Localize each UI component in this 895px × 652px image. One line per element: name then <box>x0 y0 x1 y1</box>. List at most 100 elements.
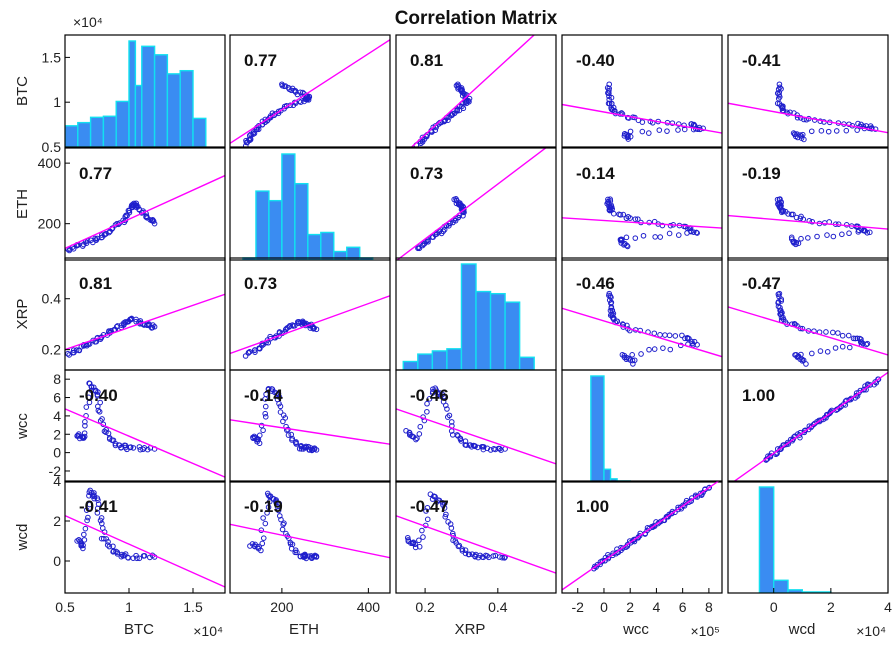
y-tick-label: 4 <box>53 408 61 424</box>
x-tick-label: 1 <box>125 599 133 615</box>
x-axis-label-xrp: XRP <box>455 621 486 638</box>
scatter-point <box>118 553 125 560</box>
cell-frame <box>727 369 889 483</box>
scatter-point <box>424 400 430 407</box>
scatter-point <box>103 429 109 436</box>
scatter-point <box>850 335 857 342</box>
x-tick-label: 200 <box>270 599 294 615</box>
scatter-point <box>830 233 837 240</box>
scatter-point <box>472 443 478 450</box>
scatter-point <box>463 442 470 448</box>
scatter-point <box>83 507 90 513</box>
correlation-label: -0.46 <box>576 274 615 293</box>
fit-line <box>396 515 556 574</box>
fit-line <box>230 523 390 559</box>
fit-line <box>562 307 722 358</box>
y-tick-label: 0.5 <box>42 139 62 155</box>
scatter-point <box>95 389 101 395</box>
x-tick-label: 4 <box>884 599 892 615</box>
fit-line <box>728 214 888 230</box>
scatter-point <box>122 442 129 449</box>
scatter-point <box>125 207 132 214</box>
scatter-point <box>151 220 158 227</box>
y-tick-label: 400 <box>38 155 62 171</box>
histogram-bar-xrp-3 <box>446 348 463 370</box>
scatter-point <box>624 114 631 121</box>
histogram-bar-xrp-5 <box>475 290 492 370</box>
cell-eth-eth <box>242 153 374 260</box>
cell-xrp-eth <box>230 295 390 359</box>
scatter-point <box>499 554 505 561</box>
scatter-point <box>413 436 419 443</box>
scatter-point <box>656 127 663 133</box>
scatter-point <box>619 545 626 552</box>
cell-frame <box>727 480 889 594</box>
scatter-point <box>791 131 798 138</box>
scatter-point <box>130 445 137 451</box>
scatter-point <box>416 543 423 550</box>
scatter-point <box>848 395 855 402</box>
scatter-point <box>444 406 450 412</box>
scatter-point <box>830 329 836 336</box>
scatter-point <box>97 517 104 524</box>
scatter-point <box>619 351 626 358</box>
scatter-point <box>606 81 613 88</box>
histogram-bar-eth-3 <box>281 153 296 260</box>
histogram-bar-eth-7 <box>333 250 348 260</box>
scatter-point <box>457 201 463 208</box>
fit-line <box>728 102 888 134</box>
correlation-label: 1.00 <box>576 497 609 516</box>
scatter-point <box>778 298 785 304</box>
scatter-point <box>651 346 658 352</box>
scatter-point <box>264 337 271 343</box>
y-exponent-label: ×10⁴ <box>73 14 103 30</box>
scatter-point <box>313 326 320 333</box>
cell-eth-wcc <box>562 196 722 250</box>
histogram-bar-btc-6 <box>134 84 143 147</box>
scatter-point <box>776 196 783 203</box>
cell-xrp-xrp <box>402 263 535 370</box>
scatter-point <box>100 535 107 542</box>
chart-title: Correlation Matrix <box>395 8 558 29</box>
correlation-label: 0.77 <box>244 51 277 70</box>
fit-line <box>562 481 720 591</box>
scatter-point <box>76 435 83 442</box>
cell-frame <box>64 369 226 483</box>
y-tick-label: 0 <box>53 445 61 461</box>
histogram-bar-btc-10 <box>179 69 194 147</box>
y-tick-label: 2 <box>53 513 61 529</box>
scatter-point <box>313 447 320 453</box>
scatter-point <box>657 332 663 338</box>
scatter-point <box>788 211 795 218</box>
cell-frame <box>229 147 391 261</box>
scatter-point <box>618 240 625 246</box>
scatter-point <box>280 418 286 425</box>
x-tick-label: 0.5 <box>55 599 75 615</box>
scatter-point <box>246 349 253 355</box>
x-tick-label: 6 <box>679 599 687 615</box>
scatter-point <box>80 542 86 549</box>
scatter-point <box>846 230 852 237</box>
cell-frame <box>561 147 723 261</box>
cell-frame <box>727 147 889 261</box>
cell-frame <box>229 480 391 594</box>
scatter-point <box>259 342 265 349</box>
scatter-point <box>700 125 706 132</box>
scatter-point <box>667 222 674 229</box>
y-tick-label: 8 <box>53 371 61 387</box>
scatter-point <box>605 196 611 203</box>
scatter-point <box>265 386 272 393</box>
scatter-point <box>777 84 783 91</box>
scatter-point <box>632 235 639 241</box>
y-tick-label: 1 <box>53 94 61 110</box>
scatter-point <box>84 517 90 524</box>
correlation-label: 0.77 <box>79 164 112 183</box>
scatter-point <box>778 86 784 92</box>
scatter-point <box>496 445 503 452</box>
histogram-bar-xrp-2 <box>431 350 448 370</box>
scatter-point <box>684 334 691 341</box>
scatter-point <box>275 507 282 514</box>
scatter-point <box>80 545 86 552</box>
scatter-point <box>412 544 419 551</box>
scatter-point <box>694 230 700 236</box>
